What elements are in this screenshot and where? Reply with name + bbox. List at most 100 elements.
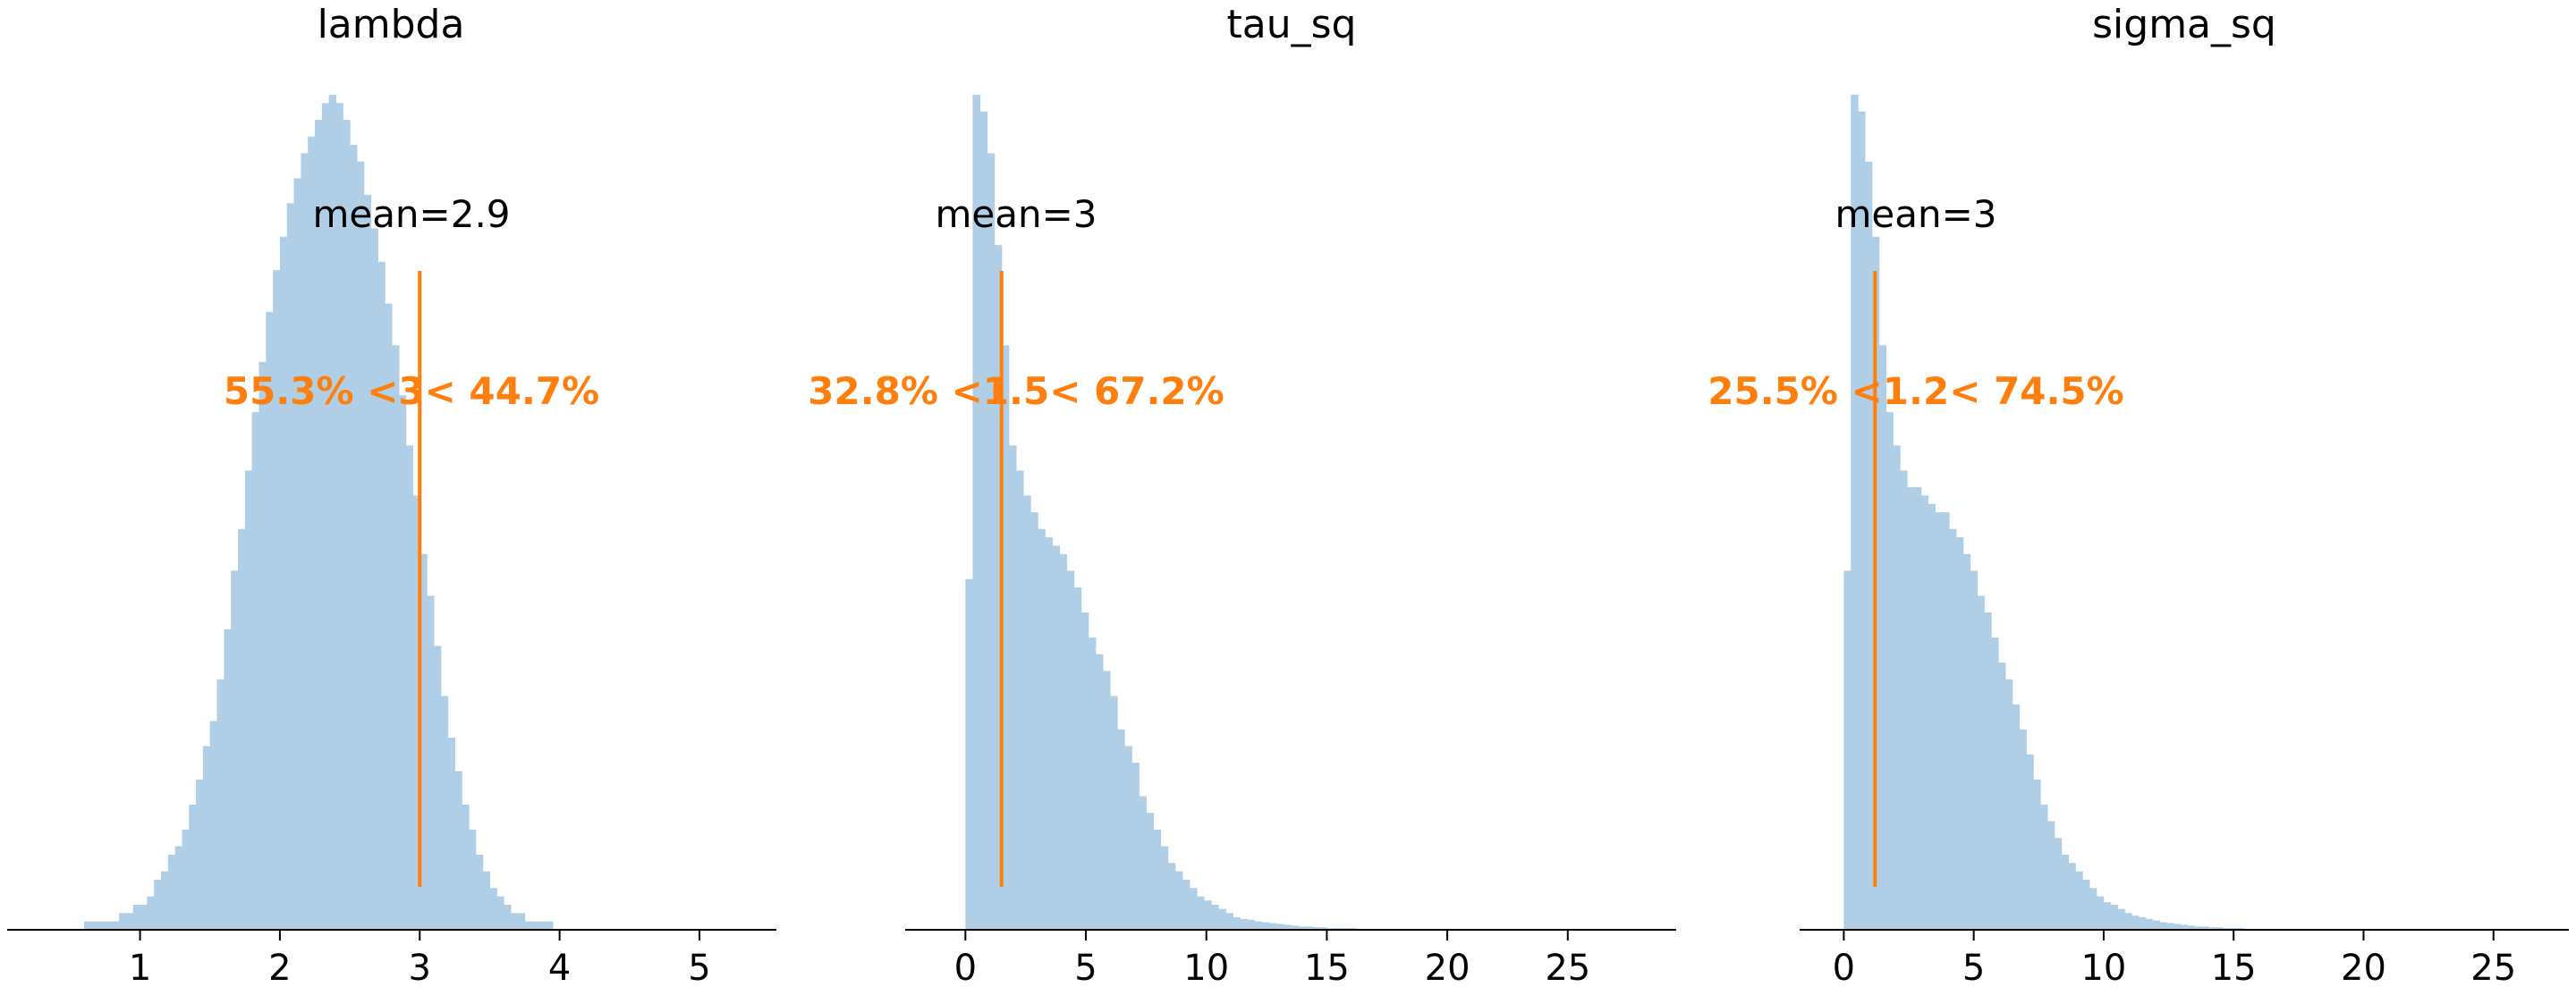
histogram-bar: [419, 553, 428, 930]
histogram-bar: [1146, 813, 1155, 930]
x-tick-label: 5: [1074, 948, 1097, 987]
histogram-bar: [2110, 904, 2118, 930]
panel-title: tau_sq: [1227, 2, 1357, 47]
histogram-bar: [1218, 908, 1226, 930]
histogram-bar: [1942, 512, 1950, 930]
histogram-bar: [154, 879, 162, 930]
histogram-bar: [140, 904, 148, 930]
histogram-bar: [1088, 637, 1097, 930]
x-tick-label: 15: [2211, 948, 2257, 987]
panel-sigma-sq: sigma_sq mean=3 25.5% <1.2< 74.5% 0 5 10 15…: [1707, 2, 2569, 987]
histogram-bar: [1240, 918, 1249, 930]
histogram-bar: [308, 136, 316, 930]
histogram-bar: [2046, 821, 2055, 930]
histogram-bar: [1015, 470, 1024, 930]
histogram-bar: [2019, 729, 2027, 930]
histogram-bar: [84, 921, 92, 930]
x-axis-ticks: 0 5 10 15 20 25: [1833, 930, 2516, 987]
histogram-bars: [1843, 95, 2406, 931]
histogram-bar: [1167, 863, 1176, 930]
histogram-bar: [1001, 345, 1010, 930]
histogram-bar: [1991, 637, 1999, 930]
histogram-bar: [167, 854, 176, 930]
histogram-bar: [2075, 871, 2083, 930]
histogram-bar: [1109, 696, 1118, 930]
histogram-bar: [119, 913, 127, 930]
histogram-bar: [147, 896, 155, 930]
panel-title: sigma_sq: [2092, 2, 2276, 47]
histogram-bar: [1319, 927, 1328, 930]
histogram-bar: [979, 111, 988, 931]
histogram-bar: [1117, 729, 1125, 930]
histogram-bar: [469, 829, 477, 930]
histogram-bar: [363, 195, 372, 930]
histogram-bars: [84, 95, 554, 931]
histogram-bar: [1268, 923, 1277, 930]
x-tick-label: 0: [954, 948, 977, 987]
histogram-bar: [258, 361, 267, 930]
panel-tau-sq: tau_sq mean=3 32.8% <1.5< 67.2% 0 5 10 15 20…: [808, 2, 1676, 987]
histogram-bar: [1920, 495, 1929, 930]
x-tick-label: 4: [548, 948, 571, 987]
histogram-bar: [454, 771, 462, 930]
histogram-bar: [433, 645, 442, 930]
histogram-bar: [2159, 922, 2167, 930]
histogram-bar: [517, 913, 526, 930]
histogram-bar: [1885, 411, 1894, 930]
histogram-bar: [1131, 763, 1140, 930]
histogram-bar: [2145, 918, 2154, 930]
histogram-bar: [1225, 913, 1233, 930]
histogram-bar: [1182, 879, 1191, 930]
x-tick-label: 25: [2470, 948, 2516, 987]
histogram-bar: [125, 913, 134, 930]
histogram-bar: [1204, 900, 1212, 930]
reference-label: 25.5% <1.2< 74.5%: [1707, 369, 2123, 413]
histogram-bar: [1247, 919, 1256, 930]
histogram-bar: [1124, 746, 1132, 930]
histogram-bar: [1196, 896, 1205, 930]
histogram-bar: [1893, 445, 1901, 930]
x-tick-label: 10: [2080, 948, 2126, 987]
histogram-bar: [1189, 888, 1198, 930]
histogram-bar: [224, 628, 232, 930]
histogram-bar: [2152, 920, 2160, 930]
histogram-bar: [1066, 570, 1075, 930]
histogram-bar: [475, 854, 484, 930]
histogram-bar: [510, 913, 519, 930]
histogram-bar: [504, 904, 512, 930]
histogram-bar: [1059, 553, 1068, 930]
histogram-bar: [1211, 904, 1219, 930]
histogram-bar: [994, 245, 1003, 930]
x-tick-label: 10: [1183, 948, 1229, 987]
x-tick-label: 0: [1833, 948, 1855, 987]
histogram-bar: [1095, 654, 1104, 930]
histogram-bar: [315, 120, 323, 930]
histogram-bar: [1997, 662, 2006, 930]
histogram-bar: [1254, 921, 1263, 930]
histogram-bar: [412, 495, 420, 930]
x-tick-label: 15: [1304, 948, 1350, 987]
histogram-bar: [1073, 587, 1082, 930]
histogram-bar: [1080, 612, 1089, 930]
histogram-bar: [1928, 503, 1936, 930]
histogram-bar: [1962, 553, 1971, 930]
panel-title: lambda: [318, 2, 465, 47]
histogram-bar: [244, 470, 253, 930]
histogram-bar: [531, 921, 539, 930]
x-tick-label: 5: [688, 948, 710, 987]
histogram-bar: [105, 921, 113, 930]
histogram-bar: [231, 570, 239, 930]
histogram-bar: [1275, 924, 1284, 930]
x-tick-label: 3: [409, 948, 431, 987]
histogram-bar: [1233, 916, 1241, 930]
histogram-bar: [1139, 796, 1147, 930]
histogram-bar: [1858, 111, 1866, 931]
panel-lambda: lambda mean=2.9 55.3% <3< 44.7% 1 2 3 4 5: [7, 2, 776, 987]
histogram-bar: [1291, 925, 1299, 930]
histogram-bar: [2174, 924, 2182, 930]
histogram-bars: [965, 95, 1472, 931]
histogram-bar: [385, 303, 393, 930]
histogram-bar: [112, 921, 120, 930]
histogram-bar: [273, 270, 281, 930]
